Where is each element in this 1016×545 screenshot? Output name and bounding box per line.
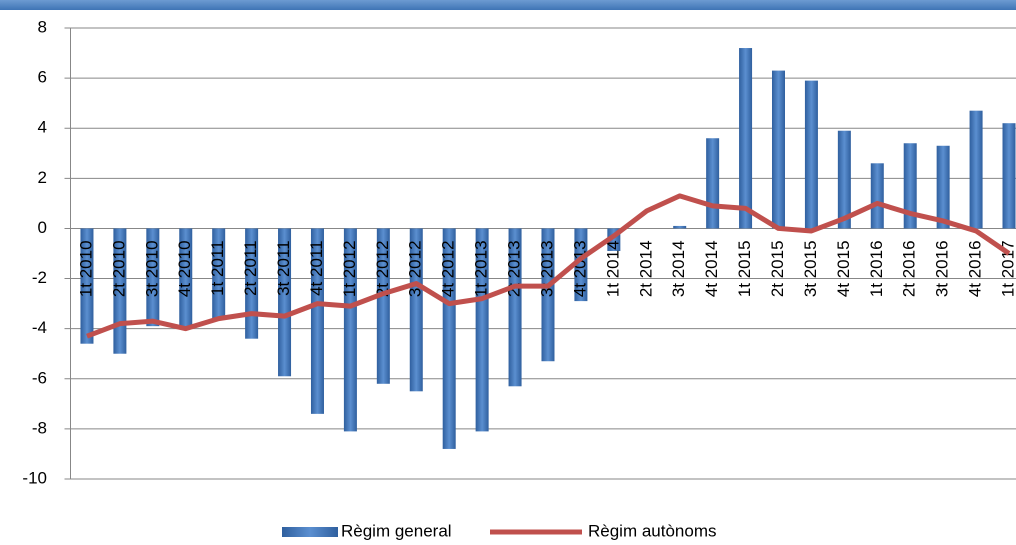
bar	[310, 228, 324, 414]
bar	[442, 228, 456, 449]
bar	[376, 228, 390, 384]
bar	[212, 228, 226, 319]
legend-swatch	[282, 527, 338, 537]
y-tick-label: 6	[38, 68, 47, 87]
x-tick-label: 2t 2011	[241, 240, 260, 295]
x-tick-label: 2t 2016	[900, 240, 919, 297]
bar	[1002, 123, 1016, 229]
bar	[837, 130, 851, 229]
x-tick-label: 3t 2011	[274, 240, 293, 295]
x-tick-label: 1t 2013	[472, 240, 491, 297]
y-tick-label: -2	[32, 268, 47, 287]
x-tick-label: 2t 2014	[636, 240, 655, 297]
x-tick-label: 3t 2016	[933, 240, 952, 297]
x-tick-label: 4t 2010	[175, 240, 194, 297]
bar	[706, 138, 720, 229]
x-tick-label: 2t 2010	[109, 240, 128, 297]
x-tick-label: 4t 2015	[834, 240, 853, 297]
x-tick-label: 1t 2012	[340, 240, 359, 297]
bar	[903, 143, 917, 229]
x-tick-label: 4t 2014	[702, 240, 721, 297]
x-tick-label: 4t 2013	[570, 240, 589, 297]
y-tick-label: -10	[22, 468, 47, 487]
line-series	[86, 193, 1011, 339]
x-tick-label: 1t 2010	[76, 240, 95, 297]
bar	[245, 228, 259, 339]
window-strip	[0, 0, 1016, 10]
y-tick-label: -6	[32, 368, 47, 387]
x-tick-label: 3t 2013	[537, 240, 556, 297]
bar	[870, 163, 884, 229]
x-tick-label: 2t 2012	[373, 240, 392, 297]
bar	[343, 228, 357, 432]
y-tick-label: 2	[38, 168, 47, 187]
bar	[673, 225, 687, 229]
bar	[475, 228, 489, 432]
x-tick-label: 2t 2015	[768, 240, 787, 297]
x-tick-label: 1t 2016	[867, 240, 886, 297]
bar	[804, 80, 818, 229]
y-tick-label: -4	[32, 318, 47, 337]
bar	[771, 70, 785, 229]
x-tick-label: 4t 2012	[439, 240, 458, 297]
y-tick-label: 4	[38, 118, 47, 137]
x-tick-label: 1t 2015	[735, 240, 754, 297]
bar	[146, 228, 160, 327]
x-tick-label: 4t 2016	[966, 240, 985, 297]
bar	[80, 228, 94, 344]
bar	[739, 48, 753, 229]
legend-label: Règim general	[341, 521, 452, 540]
bar	[969, 110, 983, 229]
bar	[179, 228, 193, 327]
x-tick-label: 3t 2015	[801, 240, 820, 297]
x-tick-label: 3t 2014	[669, 240, 688, 297]
bar	[574, 228, 588, 302]
x-tick-label: 1t 2017	[998, 240, 1016, 297]
bar	[278, 228, 292, 377]
x-tick-label: 2t 2013	[505, 240, 524, 297]
bar	[409, 228, 423, 392]
y-tick-label: 8	[38, 17, 47, 36]
bar	[936, 145, 950, 229]
x-tick-label: 3t 2010	[142, 240, 161, 297]
bar	[508, 228, 522, 387]
legend-label: Règim autònoms	[588, 521, 717, 540]
y-tick-label: -8	[32, 418, 47, 437]
x-tick-label: 1t 2011	[208, 240, 227, 295]
x-tick-label: 1t 2014	[603, 240, 622, 297]
x-tick-label: 4t 2011	[307, 240, 326, 295]
bar	[541, 228, 555, 362]
y-tick-label: 0	[38, 218, 47, 237]
